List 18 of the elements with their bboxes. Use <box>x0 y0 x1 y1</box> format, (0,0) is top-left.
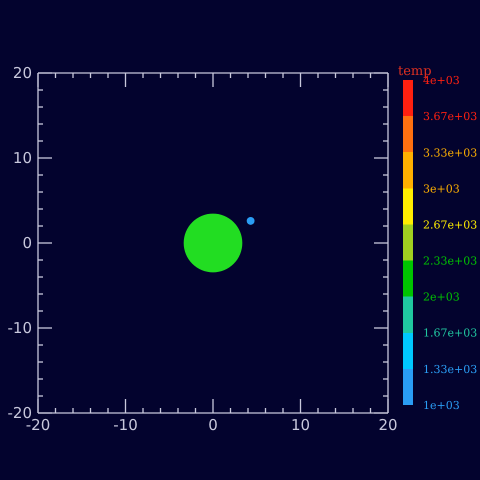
color-bar-label: 3.33e+03 <box>423 146 478 160</box>
color-bar-label: 1e+03 <box>423 399 460 412</box>
color-bar-label: 3.67e+03 <box>423 110 478 124</box>
color-bar-label: 1.67e+03 <box>423 326 478 340</box>
color-bar-label: 2e+03 <box>423 290 460 304</box>
x-tick-label: 20 <box>378 416 398 434</box>
x-tick-label: -10 <box>113 416 138 434</box>
color-bar-label: 2.67e+03 <box>423 218 478 232</box>
color-bar-label: 3e+03 <box>423 182 460 196</box>
y-tick-label: 10 <box>12 149 32 167</box>
color-bar-label: 1.33e+03 <box>423 362 478 376</box>
y-tick-label: -20 <box>8 404 32 422</box>
color-bar-label: 2.33e+03 <box>423 254 478 268</box>
x-tick-label: 10 <box>290 416 310 434</box>
y-tick-label: 0 <box>22 234 32 252</box>
x-tick-label: 0 <box>208 416 218 434</box>
y-tick-label: 20 <box>12 64 32 82</box>
y-tick-label: -10 <box>8 319 32 337</box>
